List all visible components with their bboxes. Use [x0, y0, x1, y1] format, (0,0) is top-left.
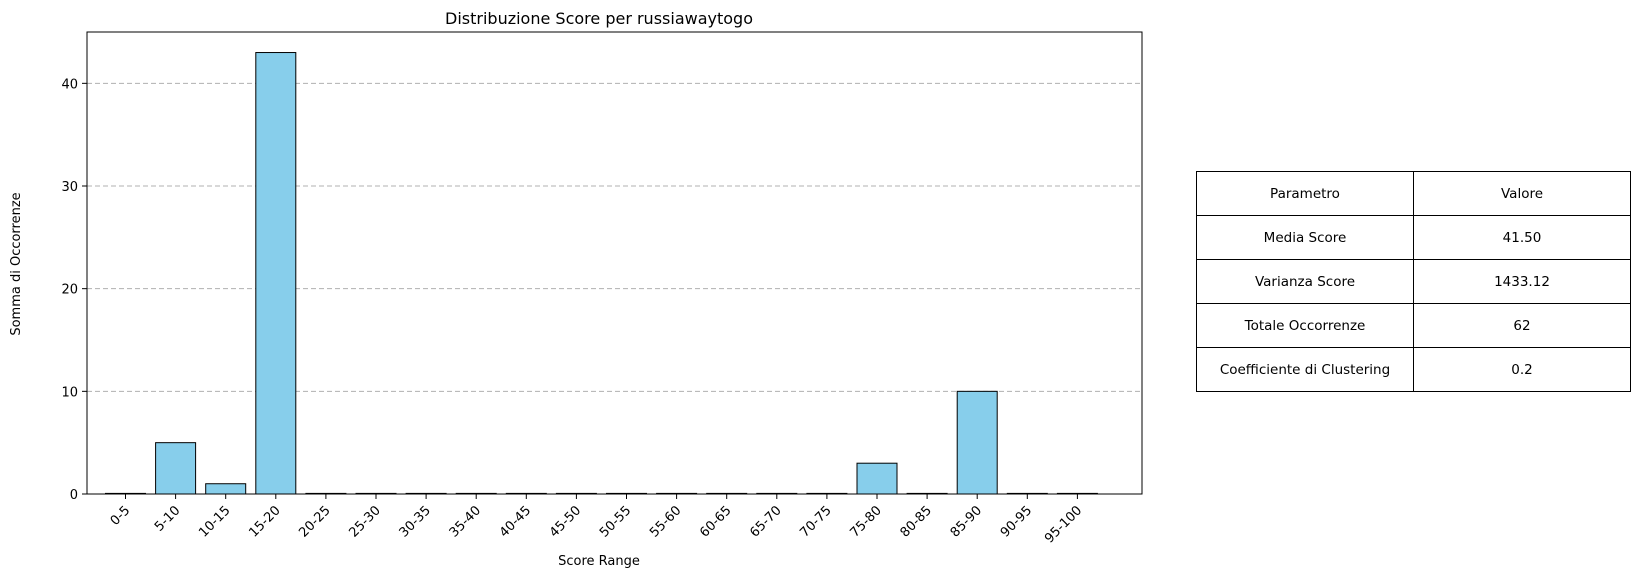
bar	[856, 462, 898, 495]
y-tick-label: 40	[61, 77, 78, 92]
x-tick-label: 65-70	[747, 503, 784, 540]
x-tick-label: 5-10	[152, 503, 183, 534]
value-cell: 1433.12	[1413, 259, 1631, 304]
x-tick-label: 50-55	[597, 503, 634, 540]
bar	[205, 483, 247, 495]
y-tick-label: 10	[61, 385, 78, 400]
x-tick-label: 55-60	[647, 503, 684, 540]
stats-table: Parametro Valore Media Score 41.50 Varia…	[1196, 171, 1631, 392]
table-row: Varianza Score 1433.12	[1196, 259, 1631, 304]
param-cell: Media Score	[1196, 215, 1414, 260]
param-cell: Totale Occorrenze	[1196, 303, 1414, 348]
x-tick-label: 30-35	[397, 503, 434, 540]
header-valore: Valore	[1413, 171, 1631, 216]
value-cell: 62	[1413, 303, 1631, 348]
x-tick-label: 85-90	[948, 503, 985, 540]
x-tick-label: 40-45	[497, 503, 534, 540]
x-tick-label: 45-50	[547, 503, 584, 540]
x-tick-label: 0-5	[108, 503, 134, 529]
x-tick-label: 75-80	[848, 503, 885, 540]
x-tick-label: 90-95	[998, 503, 1035, 540]
x-tick-label: 10-15	[196, 503, 233, 540]
x-tick-label: 60-65	[697, 503, 734, 540]
table-row: Totale Occorrenze 62	[1196, 303, 1631, 348]
x-tick-label: 15-20	[246, 503, 283, 540]
y-tick-label: 20	[61, 283, 78, 298]
x-tick-label: 25-30	[347, 503, 384, 540]
table-row: Media Score 41.50	[1196, 215, 1631, 260]
x-tick-label: 20-25	[296, 503, 333, 540]
bar	[255, 52, 297, 495]
value-cell: 0.2	[1413, 347, 1631, 392]
table-header-row: Parametro Valore	[1196, 171, 1631, 216]
x-tick-label: 35-40	[447, 503, 484, 540]
table-row: Coefficiente di Clustering 0.2	[1196, 347, 1631, 392]
x-axis-label: Score Range	[558, 554, 640, 569]
plot-frame	[86, 31, 1143, 495]
param-cell: Coefficiente di Clustering	[1196, 347, 1414, 392]
header-parametro: Parametro	[1196, 171, 1414, 216]
bar	[956, 390, 998, 495]
y-tick-label: 30	[61, 180, 78, 195]
bar	[155, 442, 197, 495]
x-tick-label: 70-75	[797, 503, 834, 540]
value-cell: 41.50	[1413, 215, 1631, 260]
chart-title: Distribuzione Score per russiawaytogo	[445, 9, 753, 28]
param-cell: Varianza Score	[1196, 259, 1414, 304]
y-tick-label: 0	[70, 488, 78, 503]
x-tick-label: 95-100	[1042, 503, 1085, 546]
y-axis-label: Somma di Occorrenze	[9, 192, 24, 335]
x-tick-label: 80-85	[898, 503, 935, 540]
